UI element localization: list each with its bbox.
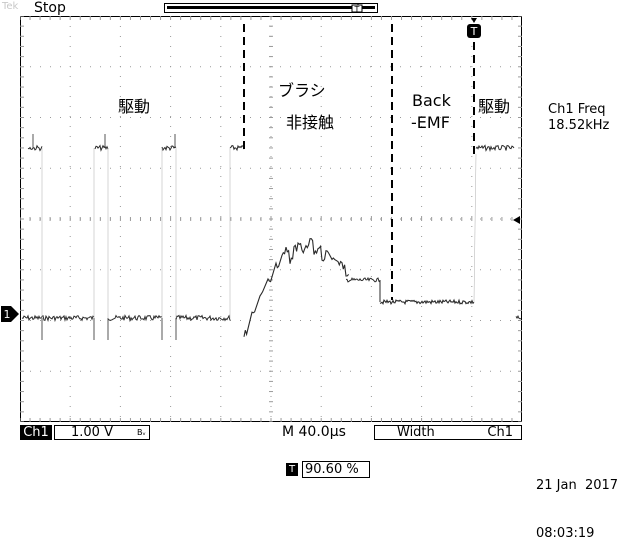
timebase-readout: M 40.0µs [282,424,346,440]
waveform-trace [21,134,521,340]
svg-text:T: T [354,5,360,14]
annotation-drive-right: 駆動 [478,97,511,116]
annotation-back-emf-line2: -EMF [411,113,450,132]
measurement-value: 18.52kHz [548,118,610,133]
trigger-marker-icon: T [467,18,481,38]
graticule-grid [20,16,522,422]
scope-display: T [20,16,522,422]
trigger-source: Ch1 [487,425,513,440]
annotation-back-emf-line1: Back [412,91,451,110]
trigger-level-arrow [513,216,520,224]
channel-1-marker-icon: 1 [1,306,19,322]
trigger-position-value: 90.60 % [302,461,370,478]
datetime-readout: 21 Jan 2017 08:03:19 [536,446,618,558]
volts-per-div-readout: 1.00 V [54,425,150,440]
svg-text:1: 1 [4,308,11,321]
annotation-drive-left: 駆動 [118,97,151,116]
measurement-label: Ch1 Freq [548,102,606,117]
trigger-position-indicator: T [164,3,378,14]
trigger-position-icon: T [286,463,298,476]
trigger-position-readout: T 90.60 % [286,461,370,478]
bandwidth-limit-mark: Bᵥ [137,428,146,437]
channel-indicator: Ch1 [20,425,52,440]
brand-ghost-text: Tek [2,1,19,12]
trigger-readout: Width Ch1 [374,425,522,440]
date-text: 21 Jan 2017 [536,478,619,493]
annotation-brush-line2: 非接触 [286,113,335,132]
svg-text:T: T [470,25,478,38]
time-text: 08:03:19 [536,526,595,541]
annotation-dividers [243,24,475,300]
annotation-brush-line1: ブラシ [278,81,326,100]
trigger-type: Width [397,425,435,440]
measurement-readout: Ch1 Freq 18.52kHz [548,102,609,134]
run-state-label: Stop [34,0,66,16]
